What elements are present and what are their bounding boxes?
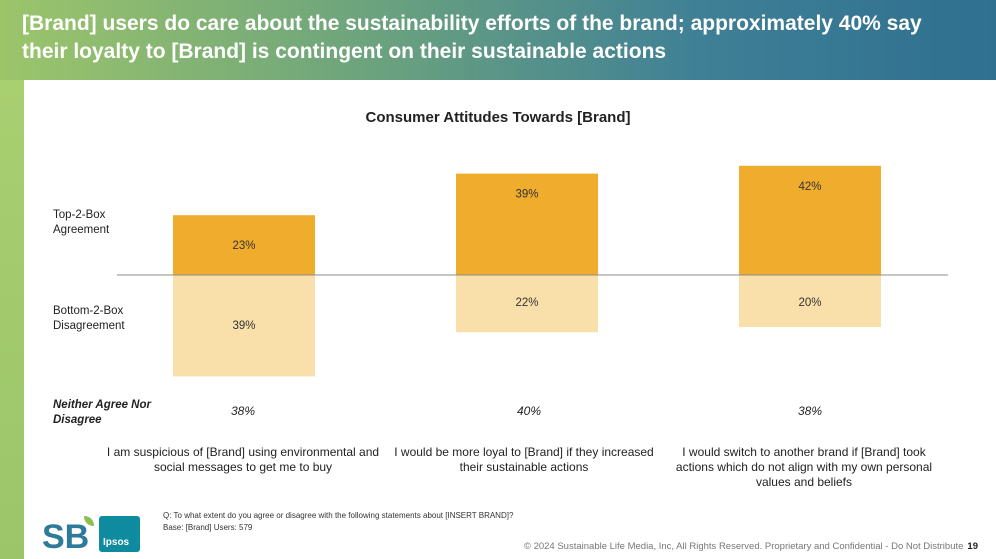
footer: © 2024 Sustainable Life Media, Inc, All …: [524, 541, 978, 552]
header-banner: [Brand] users do care about the sustaina…: [0, 0, 996, 80]
disagree-label-1: 39%: [232, 320, 255, 332]
ipsos-logo: Ipsos: [99, 516, 140, 552]
agree-label-3: 42%: [798, 181, 821, 193]
agree-bar-3: [739, 165, 881, 275]
question-text: Q: To what extent do you agree or disagr…: [163, 511, 514, 520]
category-label-2: I would be more loyal to [Brand] if they…: [394, 445, 654, 474]
category-label-1: I am suspicious of [Brand] using environ…: [106, 445, 380, 474]
disagree-bar-1: [173, 275, 315, 377]
row-label-neutral: Neither Agree Nor Disagree: [53, 399, 151, 426]
disagree-label-3: 20%: [798, 297, 821, 309]
agree-bar-2: [456, 173, 598, 275]
base-text: Base: [Brand] Users: 579: [163, 523, 253, 532]
row-label-agree: Top-2-Box Agreement: [53, 209, 110, 236]
row-label-disagree: Bottom-2-Box Disagreement: [53, 305, 125, 332]
chart-title: Consumer Attitudes Towards [Brand]: [365, 109, 631, 126]
sb-logo: SB: [42, 516, 94, 554]
agree-bar-1: [173, 215, 315, 275]
category-label-3: I would switch to another brand if [Bran…: [675, 445, 933, 489]
sb-logo-text: SB: [42, 518, 89, 554]
agree-label-2: 39%: [515, 189, 538, 201]
copyright-text: © 2024 Sustainable Life Media, Inc, All …: [523, 541, 964, 552]
ipsos-logo-text: Ipsos: [103, 537, 130, 548]
disagree-bar-2: [456, 275, 598, 333]
agree-label-1: 23%: [232, 240, 255, 252]
leaf-icon: [84, 516, 94, 526]
neutral-value-2: 40%: [516, 404, 542, 418]
neutral-value-1: 38%: [230, 404, 256, 418]
neutral-value-3: 38%: [797, 404, 823, 418]
question-note: Q: To what extent do you agree or disagr…: [163, 510, 513, 534]
page-number: 19: [967, 541, 978, 552]
disagree-bar-3: [739, 275, 881, 327]
disagree-label-2: 22%: [515, 297, 538, 309]
slide-title: [Brand] users do care about the sustaina…: [22, 12, 922, 63]
left-accent-strip: [0, 80, 24, 559]
